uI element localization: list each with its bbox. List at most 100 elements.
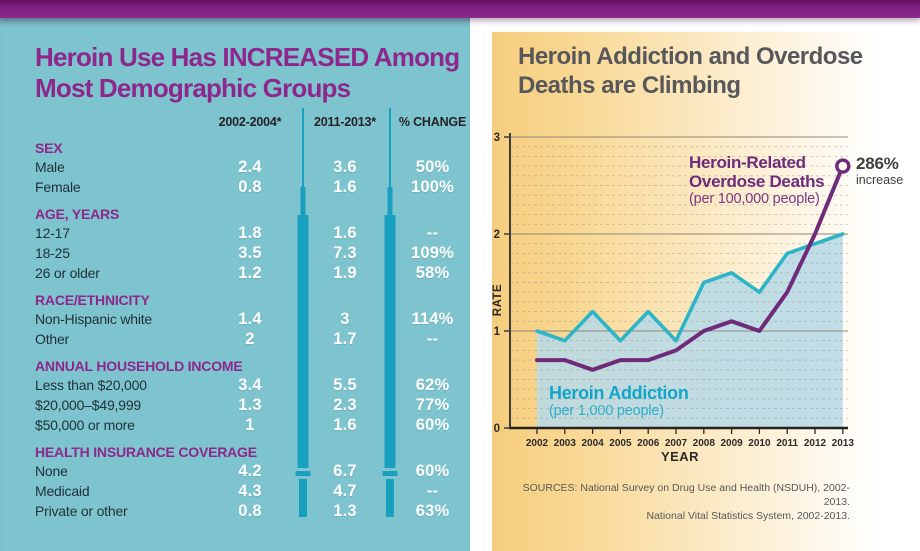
- row-value-2002-2004: 3.4: [238, 375, 262, 394]
- table-row: Private or other 0.8 1.3 63%: [35, 501, 470, 521]
- row-value-2011-2013: 1.6: [333, 177, 357, 196]
- row-label: Less than $20,000: [35, 377, 147, 393]
- table-row: Male 2.4 3.6 50%: [35, 157, 470, 177]
- section-header-age: AGE, YEARS: [35, 205, 120, 222]
- section-header-insurance: HEALTH INSURANCE COVERAGE: [35, 443, 257, 460]
- sources-line2: National Vital Statistics System, 2002-2…: [646, 510, 851, 522]
- row-label: $50,000 or more: [35, 417, 135, 433]
- row-value-2002-2004: 1.8: [238, 223, 262, 242]
- syringe-flange: [382, 471, 398, 476]
- addiction-line: [535, 232, 845, 343]
- x-tick-label: 2009: [720, 438, 743, 449]
- row-value-2011-2013: 1.7: [333, 329, 357, 348]
- row-percent-change: 62%: [415, 375, 450, 394]
- x-tick-label: 2003: [554, 438, 577, 449]
- table-row: Medicaid 4.3 4.7 --: [35, 481, 470, 501]
- row-label: Non-Hispanic white: [35, 311, 153, 327]
- legend-overdose-unit: (per 100,000 people): [689, 191, 820, 207]
- row-label: 26 or older: [35, 265, 100, 281]
- section-header-sex: SEX: [35, 139, 63, 156]
- x-tick-label: 2002: [526, 438, 549, 449]
- x-tick-label: 2004: [581, 438, 604, 449]
- syringe-needle: [302, 108, 304, 187]
- row-value-2002-2004: 4.2: [238, 461, 262, 480]
- right-title-line2: Deaths are Climbing: [518, 72, 741, 99]
- syringe-needle: [389, 108, 391, 187]
- row-value-2011-2013: 4.7: [333, 481, 357, 500]
- table-row: $20,000–$49,999 1.3 2.3 77%: [35, 395, 470, 415]
- table-row: Less than $20,000 3.4 5.5 62%: [35, 375, 470, 395]
- increase-label: increase: [856, 173, 904, 187]
- row-percent-change: 60%: [415, 415, 450, 434]
- left-title-line2: Most Demographic Groups: [35, 73, 351, 103]
- row-value-2002-2004: 1.2: [238, 263, 262, 282]
- row-label: Male: [35, 159, 65, 175]
- x-axis-title: YEAR: [660, 449, 700, 464]
- row-percent-change: 50%: [415, 157, 450, 176]
- x-tick-label: 2008: [693, 438, 716, 449]
- x-tick-label: 2012: [804, 438, 827, 449]
- left-title-line1: Heroin Use Has INCREASED Among: [35, 42, 460, 72]
- x-tick-label: 2007: [665, 438, 688, 449]
- sources-note: SOURCES: National Survey on Drug Use and…: [510, 481, 850, 523]
- row-value-2002-2004: 2: [245, 329, 255, 348]
- y-tick-label: 2: [494, 229, 500, 241]
- legend-addiction-unit: (per 1,000 people): [549, 403, 664, 419]
- table-row: $50,000 or more 1 1.6 60%: [35, 415, 470, 435]
- legend-addiction-line1: Heroin Addiction: [549, 383, 689, 403]
- row-value-2002-2004: 4.3: [238, 481, 262, 500]
- row-value-2011-2013: 7.3: [333, 243, 357, 262]
- row-percent-change: 58%: [415, 263, 450, 282]
- row-percent-change: --: [426, 223, 439, 242]
- y-tick-label: 1: [494, 326, 501, 338]
- col-header-percent-change: % CHANGE: [398, 114, 467, 129]
- line-chart: 0 1 2 3 2002 2003 2004 2005 2006 2007 2008 2009 2010…: [494, 132, 855, 449]
- row-value-2011-2013: 1.3: [333, 501, 357, 520]
- row-value-2002-2004: 1: [245, 415, 255, 434]
- overdose-end-marker: [835, 158, 851, 174]
- syringe-divider-icon: [295, 18, 311, 551]
- row-value-2011-2013: 3: [340, 309, 350, 328]
- row-value-2011-2013: 1.9: [333, 263, 357, 282]
- legend-overdose-line1: Heroin-Related: [689, 153, 806, 172]
- syringe-barrel: [297, 215, 309, 468]
- table-row: Female 0.8 1.6 100%: [35, 177, 470, 197]
- syringe-plunger: [386, 479, 394, 517]
- syringe-barrel: [384, 215, 396, 468]
- table-row: None 4.2 6.7 60%: [35, 461, 470, 481]
- legend-overdose-deaths: Heroin-Related Overdose Deaths (per 100,…: [689, 153, 864, 208]
- row-label: 12-17: [35, 225, 70, 241]
- table-row: 18-25 3.5 7.3 109%: [35, 243, 470, 263]
- col-header-2002-2004: 2002-2004*: [218, 114, 282, 129]
- table-row: Non-Hispanic white 1.4 3 114%: [35, 309, 470, 329]
- row-label: Private or other: [35, 503, 128, 519]
- row-percent-change: 63%: [415, 501, 450, 520]
- syringe-hub: [300, 187, 306, 215]
- row-value-2002-2004: 1.3: [238, 395, 262, 414]
- right-panel-title: Heroin Addiction and Overdose Deaths are…: [518, 42, 908, 100]
- row-percent-change: 114%: [411, 309, 454, 328]
- row-value-2002-2004: 1.4: [238, 309, 262, 328]
- syringe-plunger: [299, 479, 307, 517]
- top-accent-bar: [0, 0, 920, 18]
- table-row: 26 or older 1.2 1.9 58%: [35, 263, 470, 283]
- table-row: Other 2 1.7 --: [35, 329, 470, 349]
- row-value-2011-2013: 1.6: [333, 415, 357, 434]
- row-percent-change: 60%: [415, 461, 450, 480]
- syringe-hub: [387, 187, 393, 215]
- demographics-table: 2002-2004* 2011-2013* % CHANGE SEX Male …: [35, 112, 470, 521]
- row-percent-change: --: [426, 481, 439, 500]
- y-axis-title: RATE: [492, 283, 504, 317]
- row-percent-change: 109%: [410, 243, 454, 262]
- row-label: None: [35, 463, 68, 479]
- sources-line1: SOURCES: National Survey on Drug Use and…: [522, 482, 850, 508]
- x-tick-label: 2011: [776, 438, 798, 449]
- table-row: 12-17 1.8 1.6 --: [35, 223, 470, 243]
- row-value-2002-2004: 0.8: [238, 177, 262, 196]
- increase-annotation: 286% increase: [856, 154, 916, 187]
- row-value-2002-2004: 3.5: [238, 243, 262, 262]
- y-tick-label: 0: [494, 423, 500, 435]
- row-value-2011-2013: 1.6: [333, 223, 357, 242]
- x-tick-label: 2013: [832, 438, 855, 449]
